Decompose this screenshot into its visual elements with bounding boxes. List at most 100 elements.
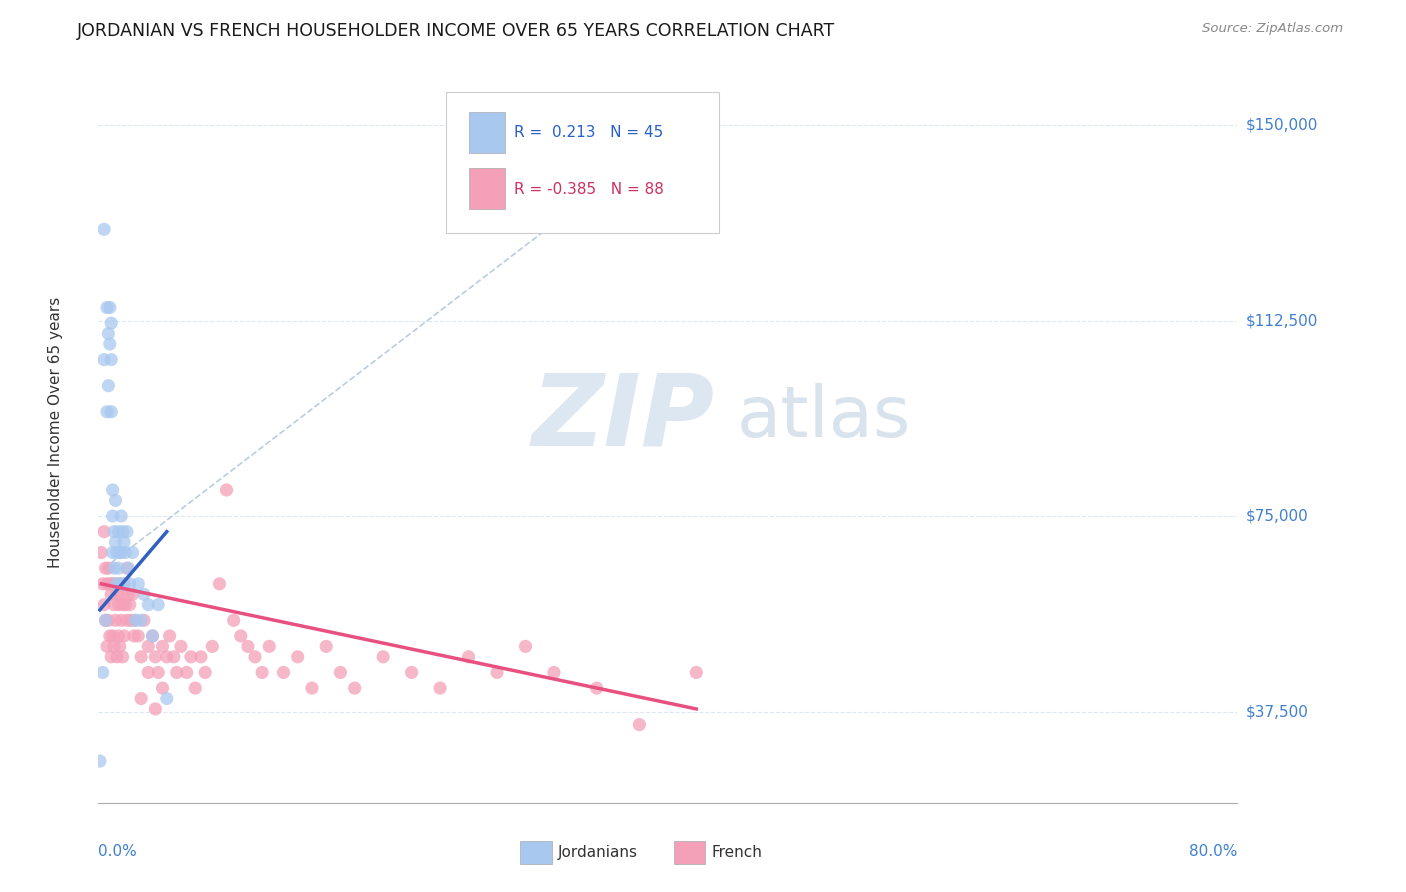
Point <box>287 649 309 664</box>
Point <box>107 629 129 643</box>
Point <box>111 598 134 612</box>
Point <box>98 337 121 351</box>
Point <box>114 545 136 559</box>
Point <box>343 681 366 695</box>
Point <box>132 613 155 627</box>
Point <box>100 405 122 419</box>
Point <box>93 222 115 236</box>
Point <box>115 561 138 575</box>
Point <box>108 577 131 591</box>
Point <box>100 649 122 664</box>
Point <box>315 640 337 654</box>
FancyBboxPatch shape <box>468 112 505 153</box>
Point <box>543 665 565 680</box>
Point <box>180 649 202 664</box>
Point <box>122 629 145 643</box>
Point <box>108 577 131 591</box>
Point <box>107 561 129 575</box>
Point <box>229 629 252 643</box>
FancyBboxPatch shape <box>673 841 706 863</box>
Point <box>156 691 179 706</box>
Point <box>129 649 152 664</box>
Point <box>176 665 198 680</box>
Point <box>110 545 132 559</box>
Point <box>101 545 124 559</box>
Point <box>170 640 193 654</box>
Point <box>98 577 121 591</box>
Point <box>117 587 139 601</box>
Point <box>118 577 141 591</box>
Point <box>136 598 159 612</box>
Point <box>110 587 132 601</box>
Point <box>108 545 131 559</box>
Point <box>145 649 167 664</box>
Point <box>110 613 132 627</box>
Point <box>120 613 142 627</box>
Text: Source: ZipAtlas.com: Source: ZipAtlas.com <box>1202 22 1343 36</box>
Point <box>105 545 128 559</box>
Point <box>486 665 509 680</box>
Point <box>121 545 143 559</box>
Point <box>163 649 186 664</box>
Point <box>101 509 124 524</box>
Point <box>148 598 170 612</box>
Text: atlas: atlas <box>737 384 911 452</box>
Text: R = -0.385   N = 88: R = -0.385 N = 88 <box>515 182 664 196</box>
Point <box>89 754 111 768</box>
Point <box>94 613 117 627</box>
Point <box>222 613 245 627</box>
Point <box>104 577 127 591</box>
Point <box>129 691 152 706</box>
Point <box>103 524 125 539</box>
Point <box>107 598 129 612</box>
Point <box>152 640 174 654</box>
Point <box>115 524 138 539</box>
Text: $75,000: $75,000 <box>1246 508 1309 524</box>
Point <box>585 681 607 695</box>
Point <box>184 681 207 695</box>
Text: $112,500: $112,500 <box>1246 313 1317 328</box>
Text: 0.0%: 0.0% <box>98 844 138 858</box>
Point <box>127 629 149 643</box>
Point <box>90 545 112 559</box>
Point <box>208 577 231 591</box>
Point <box>148 665 170 680</box>
Point <box>115 613 138 627</box>
Point <box>94 613 117 627</box>
Text: R =  0.213   N = 45: R = 0.213 N = 45 <box>515 125 664 140</box>
Point <box>101 629 124 643</box>
Point <box>515 640 537 654</box>
Point <box>96 640 118 654</box>
Point <box>273 665 295 680</box>
Point <box>215 483 238 497</box>
Point <box>457 649 479 664</box>
Point <box>100 352 122 367</box>
Point <box>98 629 121 643</box>
Point <box>141 629 163 643</box>
Point <box>110 509 132 524</box>
Point <box>401 665 423 680</box>
Point <box>250 665 273 680</box>
Point <box>685 665 707 680</box>
Point <box>97 378 120 392</box>
Point <box>96 301 118 315</box>
Point <box>628 717 651 731</box>
Point <box>101 577 124 591</box>
Point <box>97 613 120 627</box>
Point <box>124 613 146 627</box>
Point <box>101 483 124 497</box>
Point <box>152 681 174 695</box>
Point <box>104 535 127 549</box>
Point <box>100 316 122 330</box>
Point <box>141 629 163 643</box>
Point <box>136 640 159 654</box>
Point <box>194 665 217 680</box>
Point <box>118 598 141 612</box>
Point <box>112 577 135 591</box>
Point <box>94 561 117 575</box>
Point <box>105 577 128 591</box>
Point <box>104 613 127 627</box>
Point <box>96 405 118 419</box>
Point <box>145 702 167 716</box>
Point <box>259 640 281 654</box>
